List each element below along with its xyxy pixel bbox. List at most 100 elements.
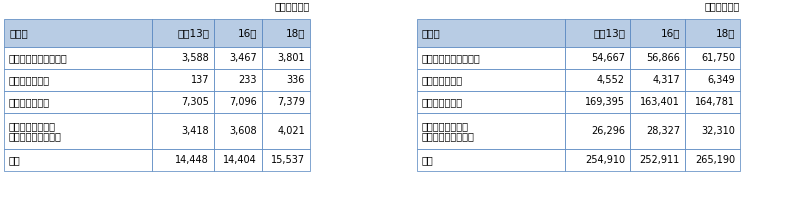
Text: 18年: 18年: [286, 28, 305, 38]
Bar: [152, 113, 214, 149]
Bar: [685, 47, 740, 69]
Text: 3,467: 3,467: [229, 53, 257, 63]
Text: 3,418: 3,418: [181, 126, 209, 136]
Bar: [417, 69, 565, 91]
Text: 合計: 合計: [422, 155, 434, 165]
Bar: [214, 47, 262, 69]
Bar: [685, 91, 740, 113]
Text: 新聞業・出版業: 新聞業・出版業: [9, 97, 50, 107]
Text: 252,911: 252,911: [640, 155, 680, 165]
Text: 233: 233: [238, 75, 257, 85]
Bar: [417, 149, 565, 171]
Bar: [630, 47, 685, 69]
Text: 従業員: 従業員: [422, 28, 441, 38]
Bar: [214, 113, 262, 149]
Text: 18年: 18年: [715, 28, 735, 38]
Text: 137: 137: [191, 75, 209, 85]
Bar: [630, 91, 685, 113]
Bar: [152, 19, 214, 47]
Text: 32,310: 32,310: [701, 126, 735, 136]
Text: 16年: 16年: [237, 28, 257, 38]
Text: 合計: 合計: [9, 155, 21, 165]
Text: 14,448: 14,448: [176, 155, 209, 165]
Text: 3,801: 3,801: [277, 53, 305, 63]
Text: 16年: 16年: [661, 28, 680, 38]
Text: 265,190: 265,190: [695, 155, 735, 165]
Bar: [4, 47, 152, 69]
Text: 7,379: 7,379: [277, 97, 305, 107]
Text: 15,537: 15,537: [271, 155, 305, 165]
Bar: [630, 69, 685, 91]
Text: 28,327: 28,327: [646, 126, 680, 136]
Text: 6,349: 6,349: [707, 75, 735, 85]
Bar: [152, 149, 214, 171]
Bar: [685, 69, 740, 91]
Text: 61,750: 61,750: [701, 53, 735, 63]
Text: 254,910: 254,910: [585, 155, 625, 165]
Text: 附帯するサービス業: 附帯するサービス業: [422, 131, 475, 141]
Text: 56,866: 56,866: [646, 53, 680, 63]
Bar: [417, 19, 565, 47]
Bar: [565, 149, 630, 171]
Bar: [565, 91, 630, 113]
Bar: [565, 19, 630, 47]
Text: 音声情報制作業: 音声情報制作業: [9, 75, 50, 85]
Text: （単位：社）: （単位：社）: [275, 1, 310, 11]
Bar: [565, 47, 630, 69]
Bar: [630, 149, 685, 171]
Text: 7,305: 7,305: [181, 97, 209, 107]
Text: 映像情報制作・配給業: 映像情報制作・配給業: [422, 53, 480, 63]
Bar: [262, 47, 310, 69]
Bar: [214, 19, 262, 47]
Text: 附帯するサービス業: 附帯するサービス業: [9, 131, 62, 141]
Bar: [685, 149, 740, 171]
Bar: [685, 19, 740, 47]
Bar: [214, 69, 262, 91]
Bar: [4, 149, 152, 171]
Bar: [262, 149, 310, 171]
Text: 3,588: 3,588: [181, 53, 209, 63]
Text: 163,401: 163,401: [640, 97, 680, 107]
Text: 平成13年: 平成13年: [177, 28, 209, 38]
Text: 14,404: 14,404: [223, 155, 257, 165]
Bar: [152, 91, 214, 113]
Bar: [152, 47, 214, 69]
Text: 169,395: 169,395: [585, 97, 625, 107]
Bar: [4, 113, 152, 149]
Bar: [685, 113, 740, 149]
Text: （単位：人）: （単位：人）: [705, 1, 740, 11]
Bar: [262, 69, 310, 91]
Text: 54,667: 54,667: [591, 53, 625, 63]
Bar: [214, 149, 262, 171]
Text: 26,296: 26,296: [591, 126, 625, 136]
Text: 164,781: 164,781: [695, 97, 735, 107]
Text: 7,096: 7,096: [229, 97, 257, 107]
Bar: [417, 91, 565, 113]
Bar: [262, 19, 310, 47]
Text: 映像等情報制作に: 映像等情報制作に: [422, 121, 469, 131]
Bar: [630, 113, 685, 149]
Bar: [262, 91, 310, 113]
Bar: [262, 113, 310, 149]
Text: 新聞業・出版業: 新聞業・出版業: [422, 97, 463, 107]
Text: 平成13年: 平成13年: [593, 28, 625, 38]
Bar: [4, 91, 152, 113]
Text: 4,317: 4,317: [652, 75, 680, 85]
Bar: [630, 19, 685, 47]
Bar: [565, 69, 630, 91]
Bar: [152, 69, 214, 91]
Text: 音声情報制作業: 音声情報制作業: [422, 75, 463, 85]
Text: 4,021: 4,021: [277, 126, 305, 136]
Text: 映像情報制作・配給業: 映像情報制作・配給業: [9, 53, 67, 63]
Bar: [214, 91, 262, 113]
Bar: [417, 113, 565, 149]
Text: 事業所: 事業所: [9, 28, 28, 38]
Text: 映像等情報制作に: 映像等情報制作に: [9, 121, 56, 131]
Bar: [417, 47, 565, 69]
Bar: [565, 113, 630, 149]
Text: 3,608: 3,608: [229, 126, 257, 136]
Bar: [4, 69, 152, 91]
Bar: [4, 19, 152, 47]
Text: 336: 336: [286, 75, 305, 85]
Text: 4,552: 4,552: [597, 75, 625, 85]
